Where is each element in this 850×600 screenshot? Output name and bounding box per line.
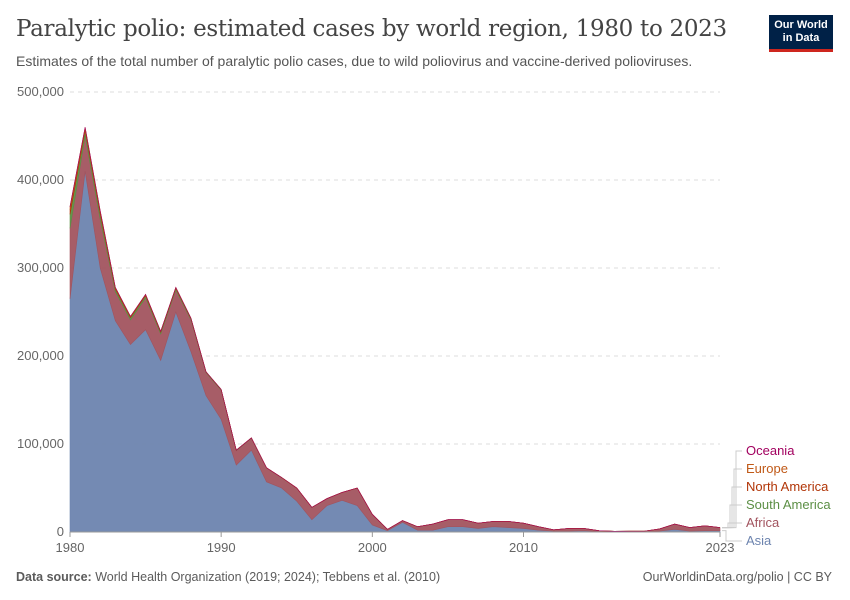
legend-label-south-america[interactable]: South America xyxy=(746,497,831,512)
data-source: Data source: World Health Organization (… xyxy=(16,570,440,584)
legend-connector xyxy=(722,486,742,529)
y-tick-label: 0 xyxy=(57,524,64,539)
y-tick-label: 300,000 xyxy=(17,260,64,275)
y-tick-label: 100,000 xyxy=(17,436,64,451)
footer-url[interactable]: OurWorldinData.org/polio | CC BY xyxy=(642,570,832,584)
y-tick-label: 500,000 xyxy=(17,84,64,99)
x-tick-label: 1980 xyxy=(56,540,85,555)
source-text: World Health Organization (2019; 2024); … xyxy=(95,570,441,584)
x-tick-label: 2010 xyxy=(509,540,538,555)
area-oceania xyxy=(69,127,721,532)
x-tick-label: 2000 xyxy=(358,540,387,555)
x-tick-label: 2023 xyxy=(706,540,735,555)
legend-label-europe[interactable]: Europe xyxy=(746,461,788,476)
legend-label-africa[interactable]: Africa xyxy=(746,515,780,530)
legend-connector xyxy=(722,530,742,542)
y-tick-label: 200,000 xyxy=(17,348,64,363)
legend-label-oceania[interactable]: Oceania xyxy=(746,443,795,458)
area-asia xyxy=(69,171,721,533)
legend-label-north-america[interactable]: North America xyxy=(746,479,829,494)
owid-logo[interactable]: Our World in Data xyxy=(769,15,833,52)
chart-title: Paralytic polio: estimated cases by worl… xyxy=(16,16,727,42)
source-label: Data source: xyxy=(16,570,92,584)
x-tick-label: 1990 xyxy=(207,540,236,555)
y-tick-label: 400,000 xyxy=(17,172,64,187)
legend-label-asia[interactable]: Asia xyxy=(746,533,772,548)
chart-subtitle: Estimates of the total number of paralyt… xyxy=(16,53,693,69)
legend-connector xyxy=(722,450,742,529)
